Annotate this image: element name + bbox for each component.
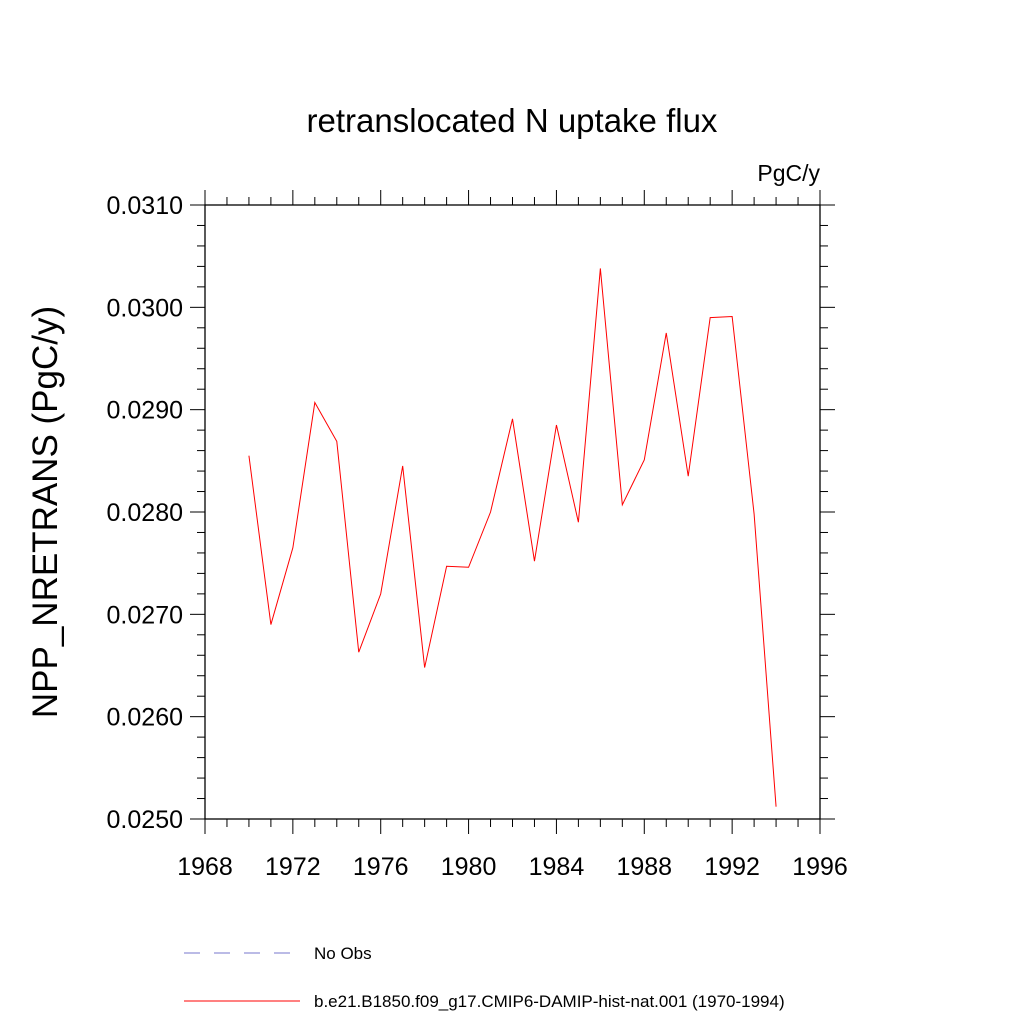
- x-tick-label: 1992: [704, 853, 760, 881]
- y-tick-labels: 0.0250 0.0260 0.0270 0.0280 0.0290 0.0300 0.03…: [107, 192, 183, 834]
- y-tick-label: 0.0250: [107, 806, 183, 834]
- legend-label: No Obs: [314, 944, 372, 963]
- x-tick-label: 1996: [792, 853, 848, 881]
- y-tick-label: 0.0290: [107, 397, 183, 425]
- legend-label: b.e21.B1850.f09_g17.CMIP6-DAMIP-hist-nat…: [314, 992, 785, 1011]
- plot-series: [248, 268, 777, 807]
- y-axis-label: NPP_NRETRANS (PgC/y): [26, 306, 65, 718]
- chart-title: retranslocated N uptake flux: [307, 102, 718, 139]
- units-label: PgC/y: [757, 160, 820, 186]
- plot-frame: [204, 204, 821, 820]
- y-tick-label: 0.0300: [107, 294, 183, 322]
- legend: No Obs b.e21.B1850.f09_g17.CMIP6-DAMIP-hi…: [184, 944, 785, 1011]
- x-tick-labels: 1968 1972 1976 1980 1984 1988 1992 1996: [177, 853, 848, 881]
- x-tick-label: 1988: [616, 853, 672, 881]
- y-tick-label: 0.0260: [107, 704, 183, 732]
- y-tick-label: 0.0310: [107, 192, 183, 220]
- x-tick-label: 1980: [441, 853, 497, 881]
- x-tick-label: 1968: [177, 853, 233, 881]
- x-tick-label: 1984: [529, 853, 585, 881]
- x-tick-label: 1972: [265, 853, 321, 881]
- y-tick-label: 0.0280: [107, 499, 183, 527]
- tick-marks: [190, 190, 835, 834]
- x-tick-label: 1976: [353, 853, 409, 881]
- series-line: [248, 268, 777, 807]
- y-tick-label: 0.0270: [107, 601, 183, 629]
